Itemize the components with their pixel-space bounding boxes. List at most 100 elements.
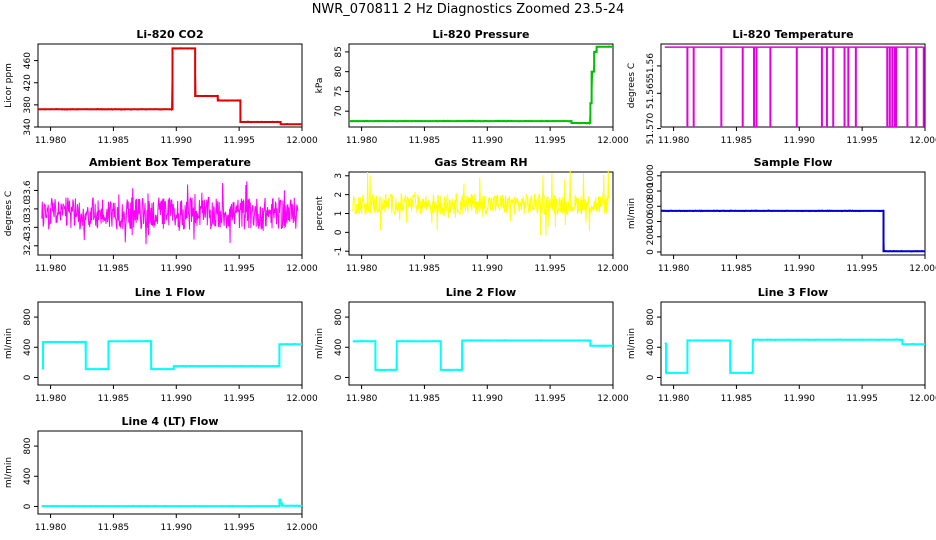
x-tick-label: 11.995 — [223, 523, 255, 533]
panel-title: Li-820 Temperature — [732, 28, 853, 41]
x-tick-label: 11.990 — [472, 264, 504, 274]
plot-frame — [37, 301, 303, 386]
x-tick-label: 11.995 — [223, 264, 255, 274]
x-tick-label: 12.000 — [909, 136, 936, 146]
x-tick-label: 11.995 — [534, 394, 566, 404]
y-tick-label: 33.6 — [23, 180, 33, 200]
x-tick-label: 11.990 — [472, 136, 504, 146]
y-tick-label: 340 — [23, 118, 33, 135]
x-tick-label: 11.980 — [346, 136, 378, 146]
data-series-line — [38, 47, 302, 126]
y-tick-label: 51.570 — [646, 113, 656, 145]
y-tick-label: 0 — [23, 503, 33, 509]
y-tick-label: 800 — [646, 182, 656, 199]
x-tick-label: 11.995 — [534, 264, 566, 274]
panel-9: Line 3 Flow ml/min 11.980 11.985 11.990 11.99… — [627, 286, 936, 404]
y-tick-label: 85 — [334, 46, 344, 57]
data-series-noise — [348, 45, 614, 126]
x-tick-label: 11.985 — [409, 136, 441, 146]
x-tick-label: 11.990 — [784, 264, 816, 274]
panel-title: Line 4 (LT) Flow — [122, 415, 219, 428]
x-tick-label: 11.980 — [35, 264, 67, 274]
x-tick-label: 12.000 — [286, 523, 318, 533]
x-tick-label: 12.000 — [909, 264, 936, 274]
y-tick-label: 33.0 — [23, 199, 33, 219]
y-tick-label: 800 — [646, 308, 656, 325]
x-tick-label: 11.985 — [721, 264, 753, 274]
panel-title: Sample Flow — [754, 156, 833, 169]
y-axis-label: ml/min — [4, 328, 14, 359]
y-tick-label: 51.56 — [646, 53, 656, 79]
panel-2: Li-820 Pressure kPa 11.980 11.985 11.990 11.9… — [315, 28, 629, 146]
y-axis-label: kPa — [315, 78, 325, 94]
y-tick-label: 0 — [646, 249, 656, 255]
data-series-noise — [41, 499, 303, 508]
data-series-line — [41, 340, 302, 371]
plot-frame — [348, 301, 614, 386]
data-series-noise — [660, 209, 926, 253]
x-tick-label: 11.980 — [658, 136, 690, 146]
panel-1: Li-820 CO2 Licor ppm 11.980 11.985 11.990 11.… — [4, 28, 318, 146]
x-tick-label: 11.985 — [721, 394, 753, 404]
x-tick-label: 11.990 — [161, 264, 193, 274]
x-tick-label: 12.000 — [286, 264, 318, 274]
x-tick-label: 11.985 — [409, 394, 441, 404]
x-tick-label: 11.980 — [35, 394, 67, 404]
y-tick-label: 800 — [334, 308, 344, 325]
panel-7: Line 1 Flow ml/min 11.980 11.985 11.990 11.99… — [4, 286, 318, 404]
data-series-line — [661, 209, 925, 253]
y-tick-label: 3 — [334, 173, 344, 179]
y-tick-label: 800 — [23, 308, 33, 325]
y-tick-label: 51.565 — [646, 78, 656, 110]
plot-frame — [348, 43, 614, 128]
data-series-line — [349, 45, 613, 125]
y-tick-label: 0 — [23, 374, 33, 380]
y-tick-label: 2 — [334, 192, 344, 198]
panel-title: Line 1 Flow — [135, 286, 205, 299]
x-tick-label: 12.000 — [286, 394, 318, 404]
y-tick-label: 400 — [646, 338, 656, 355]
x-tick-label: 11.990 — [161, 523, 193, 533]
y-axis-label: degrees C — [627, 63, 637, 108]
data-series-line — [352, 170, 610, 236]
y-tick-label: 32.4 — [23, 235, 33, 255]
x-tick-label: 11.980 — [346, 394, 378, 404]
panel-8: Line 2 Flow ml/min 11.980 11.985 11.990 11.99… — [315, 286, 629, 404]
y-tick-label: 33.0 — [23, 217, 33, 237]
data-series-line — [352, 339, 613, 371]
y-tick-label: 0 — [334, 374, 344, 380]
y-tick-label: 1000 — [646, 164, 656, 187]
x-tick-label: 11.995 — [223, 136, 255, 146]
data-series-noise — [37, 46, 303, 126]
y-tick-label: 70 — [334, 105, 344, 117]
x-tick-label: 11.985 — [721, 136, 753, 146]
x-tick-label: 11.990 — [161, 394, 193, 404]
y-tick-label: -1 — [334, 247, 344, 256]
x-tick-label: 11.995 — [223, 394, 255, 404]
x-tick-label: 11.980 — [35, 523, 67, 533]
y-tick-label: 600 — [646, 197, 656, 214]
x-tick-label: 12.000 — [597, 264, 629, 274]
y-tick-label: 380 — [23, 96, 33, 113]
x-tick-label: 12.000 — [286, 136, 318, 146]
panel-title: Line 2 Flow — [446, 286, 516, 299]
x-tick-label: 11.980 — [35, 136, 67, 146]
y-axis-label: ml/min — [4, 457, 14, 488]
x-tick-label: 11.985 — [98, 136, 130, 146]
x-tick-label: 11.985 — [98, 264, 130, 274]
figure-title: NWR_070811 2 Hz Diagnostics Zoomed 23.5-… — [311, 2, 625, 17]
y-tick-label: 420 — [23, 74, 33, 91]
panel-4: Ambient Box Temperature degrees C 11.980 11… — [4, 156, 318, 274]
panel-title: Gas Stream RH — [434, 156, 527, 169]
plot-frame — [660, 43, 926, 128]
x-tick-label: 11.990 — [472, 394, 504, 404]
y-axis-label: ml/min — [627, 328, 637, 359]
y-tick-label: 400 — [23, 338, 33, 355]
x-tick-label: 11.985 — [98, 394, 130, 404]
data-series-noise — [41, 339, 303, 371]
plot-frame — [37, 43, 303, 128]
panel-title: Line 3 Flow — [758, 286, 828, 299]
panel-title: Ambient Box Temperature — [89, 156, 251, 169]
x-tick-label: 11.995 — [846, 136, 878, 146]
